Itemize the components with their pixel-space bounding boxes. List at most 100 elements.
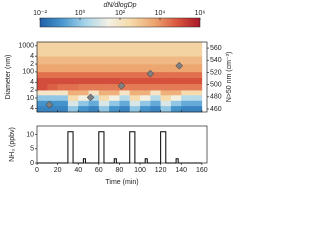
nh3-line <box>37 131 202 164</box>
heatmap-cell <box>140 83 151 91</box>
heatmap-cell <box>78 71 89 78</box>
heatmap-cell <box>47 95 58 101</box>
heatmap-cell <box>181 64 192 73</box>
heatmap-cell <box>160 100 172 107</box>
heatmap-cell <box>150 105 161 113</box>
heatmap-cell <box>150 95 161 101</box>
x-tick-label: 80 <box>116 167 124 174</box>
heatmap-cell <box>57 71 69 78</box>
y2-tick-label: 540 <box>210 57 222 64</box>
heatmap-cell <box>160 95 172 101</box>
y2-tick-label: 560 <box>210 45 222 52</box>
heatmap-cell <box>160 77 172 85</box>
heatmap-cell <box>37 95 48 101</box>
colorbar-tick-label: 10⁻² <box>33 10 47 17</box>
heatmap-cell <box>47 71 58 78</box>
heatmap-cell <box>181 90 192 96</box>
heatmap-cell <box>150 71 161 78</box>
heatmap-cell <box>78 83 89 91</box>
heatmap-cell <box>140 56 151 65</box>
heatmap-cell <box>109 56 120 65</box>
heatmap-cell <box>119 100 131 107</box>
heatmap-cell <box>140 100 151 107</box>
y-axis-label: Diameter (nm) <box>5 55 12 100</box>
diamond-marker <box>117 81 126 90</box>
heatmap-cell <box>47 42 58 57</box>
heatmap-cell <box>191 83 203 91</box>
heatmap-cell <box>98 77 110 85</box>
heatmap-cell <box>37 100 48 107</box>
heatmap-cell <box>129 71 141 78</box>
heatmap-cell <box>129 56 141 65</box>
colorbar-tick-label: 10⁴ <box>155 10 166 17</box>
heatmap-cell <box>98 100 110 107</box>
heatmap-cell <box>57 105 69 113</box>
heatmap-cell <box>140 105 151 113</box>
heatmap-cell <box>57 56 69 65</box>
heatmap-cell <box>67 42 79 57</box>
heatmap-cell <box>88 77 100 85</box>
heatmap-cell <box>129 83 141 91</box>
heatmap-cell <box>119 95 131 101</box>
heatmap-cell <box>109 71 120 78</box>
heatmap-cell <box>98 56 110 65</box>
heatmap-cell <box>67 56 79 65</box>
heatmap-cell <box>119 64 131 73</box>
heatmap-cell <box>160 56 172 65</box>
y-tick-label: 2 <box>30 87 34 94</box>
heatmap-cell <box>170 77 182 85</box>
colorbar-tick-label: 10⁶ <box>195 10 206 17</box>
heatmap-cell <box>129 90 141 96</box>
heatmap-cell <box>57 83 69 91</box>
heatmap-cell <box>88 64 100 73</box>
heatmap-cell <box>170 71 182 78</box>
colorbar-title: dN/dlogDp <box>103 2 136 9</box>
heatmap-cell <box>109 90 120 96</box>
heatmap-cell <box>150 77 161 85</box>
heatmap-cell <box>37 77 48 85</box>
y-tick-label: 1000 <box>18 43 34 50</box>
y-tick-label: 4 <box>30 105 34 112</box>
heatmap-cell <box>67 77 79 85</box>
heatmap-cell <box>98 42 110 57</box>
x-tick-label: 140 <box>175 167 187 174</box>
heatmap-cell <box>37 83 48 91</box>
heatmap-cell <box>119 83 131 91</box>
y-tick-label: 4 <box>30 79 34 86</box>
y-tick-label: 5 <box>30 146 34 153</box>
heatmap-cell <box>160 71 172 78</box>
heatmap-cell <box>160 90 172 96</box>
heatmap-cell <box>67 100 79 107</box>
heatmap-cell <box>129 42 141 57</box>
y-tick-label: 2 <box>30 61 34 68</box>
heatmap-cell <box>57 64 69 73</box>
y-tick-label: 4 <box>30 53 34 60</box>
heatmap-cell <box>170 105 182 113</box>
x-tick-label: 20 <box>54 167 62 174</box>
x-tick-label: 120 <box>155 167 167 174</box>
heatmap-cell <box>109 100 120 107</box>
heatmap-cell <box>181 42 192 57</box>
heatmap-cell <box>181 77 192 85</box>
heatmap-cell <box>170 90 182 96</box>
heatmap-cell <box>67 105 79 113</box>
heatmap-cell <box>37 42 48 57</box>
heatmap-cell <box>98 105 110 113</box>
heatmap-cell <box>57 95 69 101</box>
heatmap-cell <box>98 95 110 101</box>
plot-frame <box>36 125 208 164</box>
heatmap-cell <box>88 71 100 78</box>
heatmap-cell <box>57 100 69 107</box>
heatmap-cell <box>170 100 182 107</box>
diamond-marker <box>146 69 155 78</box>
heatmap-cell <box>160 42 172 57</box>
heatmap-cell <box>119 71 131 78</box>
heatmap-cell <box>88 56 100 65</box>
heatmap-cell <box>150 64 161 73</box>
heatmap-cell <box>140 90 151 96</box>
heatmap-cell <box>181 56 192 65</box>
heatmap-cell <box>98 90 110 96</box>
heatmap-cell <box>37 71 48 78</box>
heatmap-cell <box>191 100 203 107</box>
